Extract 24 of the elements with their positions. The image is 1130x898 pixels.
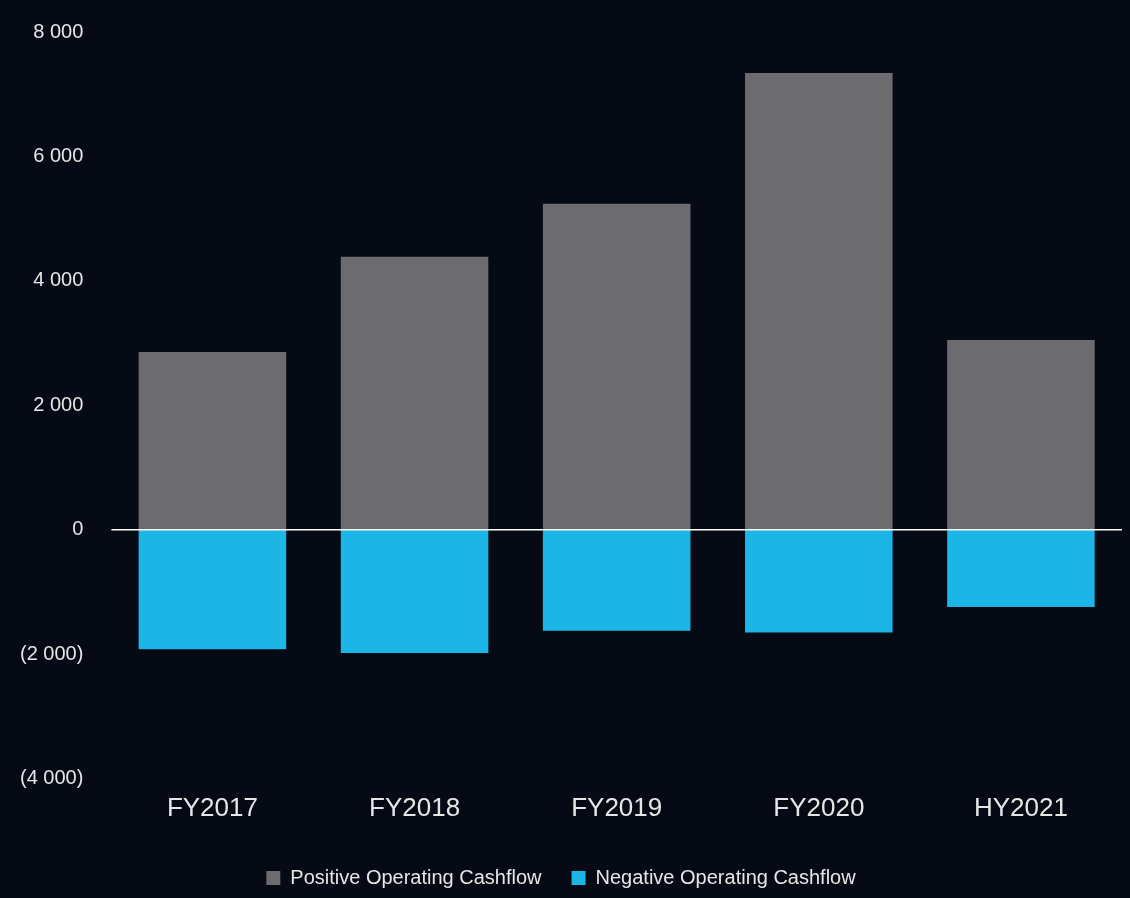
- y-tick-label: 6 000: [33, 143, 84, 166]
- y-tick-label: (2 000): [19, 641, 84, 664]
- bar: [947, 340, 1095, 530]
- y-tick-label: 0: [72, 517, 84, 540]
- bar: [745, 529, 893, 633]
- x-tick-label: FY2017: [166, 791, 258, 822]
- y-tick-label: 4 000: [33, 268, 84, 291]
- bar: [138, 351, 287, 530]
- y-tick-label: 2 000: [33, 392, 84, 415]
- x-tick-label: FY2020: [773, 791, 865, 822]
- x-tick-label: HY2021: [973, 791, 1068, 822]
- bar: [947, 529, 1095, 608]
- bar: [138, 529, 287, 650]
- bar: [542, 529, 691, 631]
- bar: [745, 73, 893, 530]
- x-tick-label: FY2018: [369, 791, 461, 822]
- y-tick-label: (4 000): [19, 766, 84, 789]
- legend-label: Negative Operating Cashflow: [595, 865, 857, 888]
- bar: [542, 203, 691, 530]
- x-tick-label: FY2019: [571, 791, 663, 822]
- legend-label: Positive Operating Cashflow: [290, 865, 543, 888]
- bar: [340, 529, 489, 654]
- y-tick-label: 8 000: [33, 19, 84, 42]
- bar: [340, 256, 489, 530]
